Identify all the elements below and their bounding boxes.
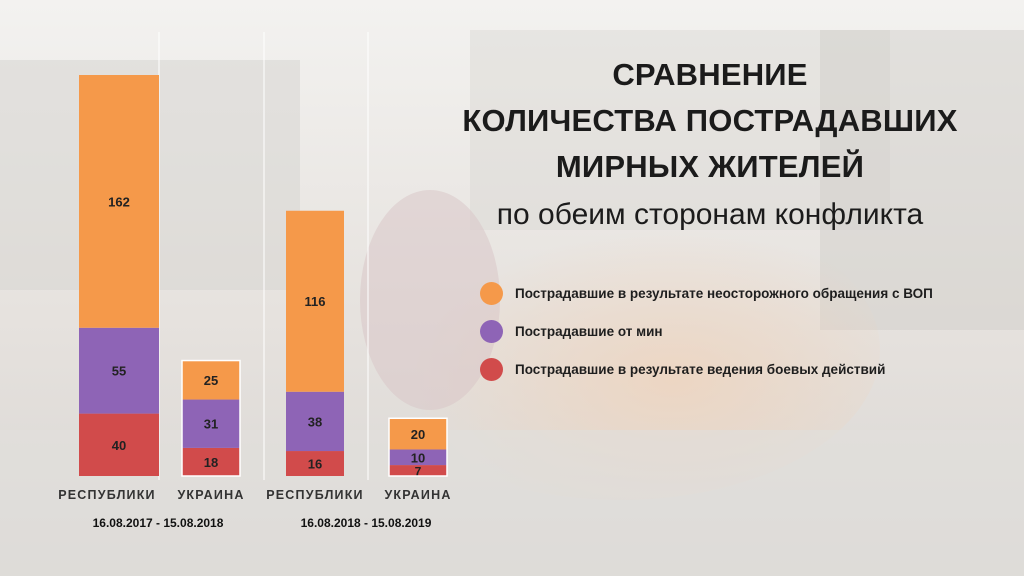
data-label: 31 <box>204 417 218 432</box>
data-label: 18 <box>204 455 218 470</box>
data-label: 7 <box>415 465 422 479</box>
period-label: 16.08.2018 - 15.08.2019 <box>301 516 432 530</box>
title-line-3: МИРНЫХ ЖИТЕЛЕЙ <box>555 149 865 184</box>
legend-label: Пострадавшие в результате ведения боевых… <box>515 361 886 377</box>
data-label: 10 <box>411 450 425 465</box>
bar-outline <box>181 359 241 477</box>
bar-segment <box>286 391 344 452</box>
category-label: УКРАИНА <box>177 488 244 502</box>
legend-swatch-orange <box>480 281 503 305</box>
bar-segment <box>79 75 159 328</box>
bar-segment <box>79 327 159 414</box>
bar-segment <box>182 399 240 448</box>
data-label: 16 <box>308 457 322 472</box>
legend-item-vop: Пострадавшие в результате неосторожного … <box>480 275 1000 311</box>
subtitle: по обеим сторонам конфликта <box>496 198 924 231</box>
bar-segment <box>286 210 344 392</box>
data-label: 162 <box>108 194 130 209</box>
legend-item-combat: Пострадавшие в результате ведения боевых… <box>480 351 1000 387</box>
legend-label: Пострадавшие от мин <box>515 323 663 339</box>
legend-label: Пострадавшие в результате неосторожного … <box>515 285 933 301</box>
category-label: РЕСПУБЛИКИ <box>58 488 156 502</box>
legend-item-mines: Пострадавшие от мин <box>480 313 1000 349</box>
bar-segment <box>79 413 159 476</box>
bar-segment <box>389 465 447 476</box>
bar-segment <box>182 360 240 400</box>
title-block: СРАВНЕНИЕ КОЛИЧЕСТВА ПОСТРАДАВШИХ МИРНЫХ… <box>440 52 980 238</box>
data-label: 55 <box>112 364 126 379</box>
legend: Пострадавшие в результате неосторожного … <box>480 275 1000 389</box>
bar-segment <box>389 449 447 466</box>
bar-segment <box>286 451 344 476</box>
data-label: 25 <box>204 373 218 388</box>
title-line-2: КОЛИЧЕСТВА ПОСТРАДАВШИХ <box>462 103 958 138</box>
data-label: 20 <box>411 427 425 442</box>
data-label: 40 <box>112 438 126 453</box>
category-label: УКРАИНА <box>384 488 451 502</box>
bar-segment <box>182 447 240 476</box>
bar-segment <box>389 418 447 450</box>
bar-outline <box>388 417 448 477</box>
category-label: РЕСПУБЛИКИ <box>266 488 364 502</box>
title-line-1: СРАВНЕНИЕ <box>612 57 808 92</box>
legend-swatch-purple <box>480 319 503 343</box>
period-label: 16.08.2017 - 15.08.2018 <box>93 516 224 530</box>
legend-swatch-red <box>480 357 503 381</box>
data-label: 38 <box>308 414 322 429</box>
data-label: 116 <box>305 294 326 309</box>
